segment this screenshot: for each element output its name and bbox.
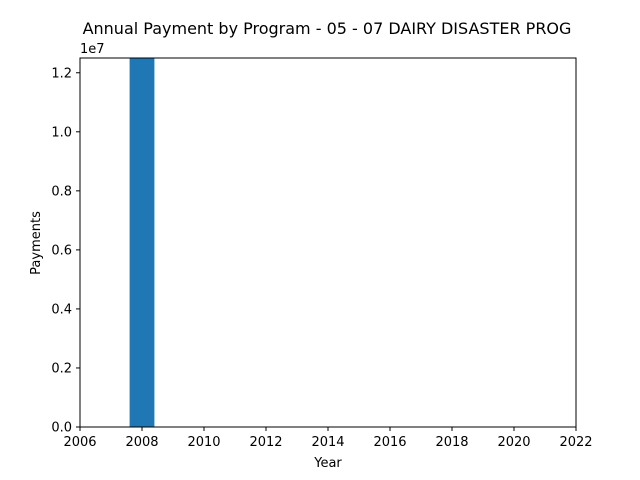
bar-2008	[129, 58, 155, 427]
chart-title: Annual Payment by Program - 05 - 07 DAIR…	[83, 19, 572, 38]
x-tick-label: 2018	[435, 435, 468, 450]
y-tick-label: 1.0	[51, 125, 72, 140]
y-tick-label: 0.6	[51, 243, 72, 258]
x-axis-label: Year	[313, 456, 342, 471]
y-axis-offset-label: 1e7	[80, 42, 105, 57]
y-axis-label: Payments	[29, 211, 44, 275]
x-tick-label: 2022	[559, 435, 592, 450]
y-tick-label: 0.8	[51, 184, 72, 199]
x-tick-label: 2016	[373, 435, 406, 450]
x-axis-ticks: 2006 2008 2010 2012 2014 2016 2018 2020 2022	[63, 427, 593, 450]
x-tick-label: 2010	[187, 435, 220, 450]
plot-frame	[79, 57, 577, 428]
y-tick-label: 0.4	[51, 302, 72, 317]
x-tick-label: 2012	[249, 435, 282, 450]
x-tick-label: 2020	[497, 435, 530, 450]
y-tick-label: 1.2	[51, 66, 72, 81]
x-tick-label: 2006	[63, 435, 96, 450]
x-tick-label: 2014	[311, 435, 344, 450]
y-tick-label: 0.0	[51, 421, 72, 436]
x-tick-label: 2008	[125, 435, 158, 450]
y-axis-ticks: 0.0 0.2 0.4 0.6 0.8 1.0 1.2	[51, 66, 80, 436]
bars-group	[129, 58, 155, 427]
y-tick-label: 0.2	[51, 361, 72, 376]
